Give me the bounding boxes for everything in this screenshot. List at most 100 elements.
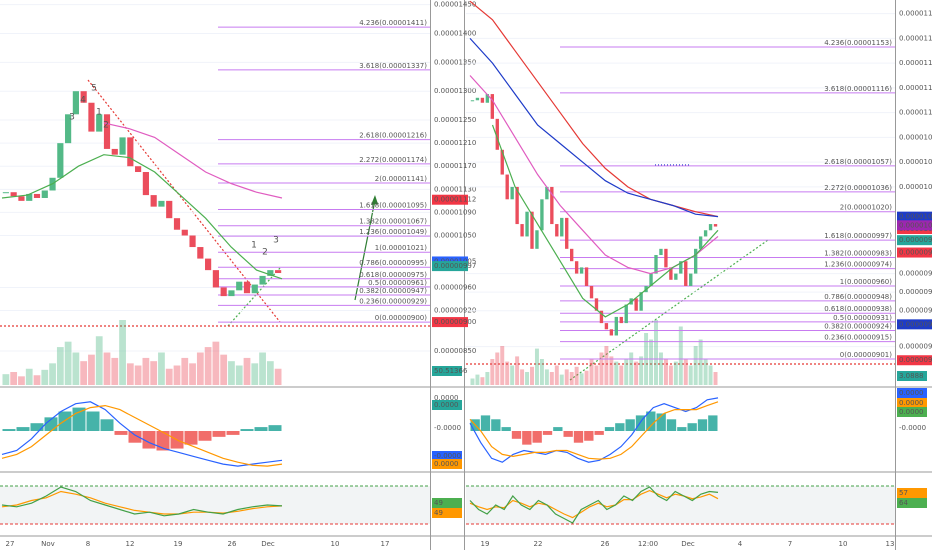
wave-label: 4 bbox=[80, 96, 86, 106]
candle bbox=[485, 94, 490, 103]
macd-histogram bbox=[2, 429, 16, 431]
volume-bar bbox=[150, 361, 158, 385]
y-tick-label: 0.00001300 bbox=[434, 87, 476, 95]
price-badge bbox=[432, 194, 468, 205]
y-tick-label: 0.00001040 bbox=[899, 183, 932, 191]
volume-bar bbox=[634, 361, 639, 385]
candle bbox=[570, 248, 574, 262]
price-badge bbox=[897, 220, 932, 231]
volume-bar bbox=[49, 363, 56, 385]
candle bbox=[565, 217, 569, 249]
macd-histogram bbox=[100, 419, 114, 431]
candle bbox=[220, 287, 227, 297]
y-tick-label: 0.00000955 bbox=[899, 288, 932, 296]
candle bbox=[119, 137, 126, 155]
macd-histogram bbox=[697, 419, 708, 431]
rsi-line bbox=[1, 486, 283, 517]
candle bbox=[520, 224, 524, 237]
volume-bar bbox=[609, 356, 614, 385]
fib-label: 3.618(0.00001337) bbox=[359, 62, 427, 70]
volume-bar bbox=[259, 352, 266, 385]
macd-histogram bbox=[268, 425, 282, 431]
macd-histogram bbox=[156, 431, 170, 451]
volume-bar bbox=[559, 374, 564, 385]
price-badge-label: 0.00001016 bbox=[899, 213, 932, 221]
volume-bar bbox=[594, 365, 599, 385]
volume-bar bbox=[41, 369, 49, 385]
macd-histogram bbox=[114, 431, 128, 435]
volume-bar bbox=[495, 352, 500, 385]
x-tick-label: Dec bbox=[261, 540, 275, 548]
candle bbox=[495, 118, 499, 150]
volume-bar bbox=[678, 326, 683, 385]
candle bbox=[189, 235, 196, 248]
volume-bar bbox=[119, 320, 126, 385]
candle bbox=[689, 273, 693, 286]
candle bbox=[674, 273, 678, 280]
candle bbox=[475, 97, 480, 101]
volume-bar bbox=[505, 361, 510, 385]
candle bbox=[703, 230, 708, 237]
rsi-band bbox=[0, 486, 430, 524]
volume-bar bbox=[658, 352, 663, 385]
macd-histogram bbox=[511, 431, 522, 439]
moving-average bbox=[491, 124, 719, 318]
price-badge-label: 0.00000900 bbox=[434, 318, 476, 326]
x-tick-label: Dec bbox=[681, 540, 695, 548]
moving-average bbox=[1, 154, 283, 280]
y-tick-label: 0.00000850 bbox=[434, 347, 476, 355]
price-badge bbox=[897, 247, 932, 258]
macd-histogram bbox=[677, 427, 687, 431]
side-badge bbox=[897, 371, 927, 381]
candle bbox=[589, 285, 594, 299]
volume-bar bbox=[25, 368, 33, 385]
candle bbox=[173, 218, 181, 230]
volume-bar bbox=[569, 372, 574, 385]
candle bbox=[515, 186, 519, 225]
candle bbox=[2, 192, 9, 194]
rsi-band bbox=[466, 486, 895, 524]
candle bbox=[236, 281, 243, 291]
volume-bar bbox=[693, 346, 698, 385]
volume-bar bbox=[173, 365, 181, 385]
y-tick-label: 0.00000970 bbox=[899, 270, 932, 278]
fib-label: 2(0.00001020) bbox=[840, 204, 892, 212]
side-badge bbox=[432, 508, 462, 518]
candle bbox=[212, 270, 219, 288]
rsi-line bbox=[469, 489, 719, 519]
candle bbox=[614, 316, 618, 336]
x-tick-label: Nov bbox=[41, 540, 55, 548]
wave-label: 2 bbox=[103, 121, 109, 131]
macd-histogram bbox=[553, 427, 563, 431]
x-tick-label: 7 bbox=[788, 540, 792, 548]
price-badge-label: 0.00000997 bbox=[899, 236, 932, 244]
volume-bar bbox=[520, 369, 525, 385]
macd-histogram bbox=[254, 427, 268, 431]
candle bbox=[579, 267, 584, 274]
x-tick-label: 8 bbox=[86, 540, 90, 548]
y-tick-label: 0.00001250 bbox=[434, 116, 476, 124]
y-tick-label: 0.00001050 bbox=[434, 232, 476, 240]
wave-label: 3 bbox=[69, 113, 75, 123]
macd-histogram bbox=[58, 411, 72, 431]
price-badge-label: 0.00000997 bbox=[434, 262, 476, 270]
x-tick-label: 4 bbox=[738, 540, 743, 548]
fib-label: 1.236(0.00001049) bbox=[359, 228, 427, 236]
macd-histogram bbox=[656, 413, 666, 431]
fib-label: 4.236(0.00001153) bbox=[824, 39, 892, 47]
wave-label: 1 bbox=[251, 241, 257, 251]
volume-bar bbox=[251, 363, 259, 385]
volume-bar bbox=[698, 339, 703, 385]
y-tick-label: 0.00001060 bbox=[899, 158, 932, 166]
macd-histogram bbox=[44, 417, 58, 431]
macd-histogram bbox=[573, 431, 584, 443]
macd-histogram bbox=[666, 419, 677, 431]
x-tick-label: 12:00 bbox=[638, 540, 658, 548]
indicator-tick-label: -0.0000 bbox=[434, 424, 461, 432]
macd-histogram bbox=[212, 431, 226, 437]
candle bbox=[57, 143, 64, 178]
indicator-tick-label: -0.0000 bbox=[899, 424, 926, 432]
candle bbox=[259, 275, 266, 285]
volume-bar bbox=[539, 359, 544, 385]
volume-bar bbox=[165, 368, 173, 385]
